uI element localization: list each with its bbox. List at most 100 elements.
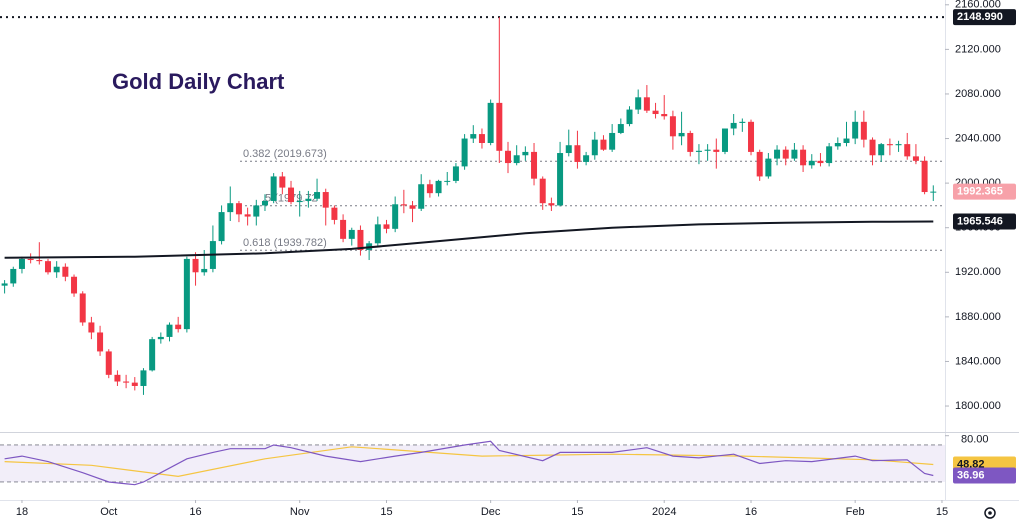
candle-body (695, 150, 702, 152)
candle-body (782, 149, 789, 159)
candle-body (53, 266, 60, 273)
candle-body (1, 283, 8, 286)
rsi-label: 36.96 (957, 469, 985, 481)
candle-body (400, 204, 407, 206)
candle-body (418, 184, 425, 209)
candle-body (157, 336, 164, 340)
candle-body (765, 158, 772, 177)
reference-price-label: 2148.990 (957, 11, 1003, 23)
candle-body (296, 200, 303, 203)
moving-average-line (4, 220, 934, 259)
candle-body (739, 121, 746, 123)
candle-body (626, 109, 633, 125)
rsi-label-box (953, 467, 1016, 484)
candle-body (808, 160, 815, 166)
candle-body (435, 180, 442, 194)
chart-title: Gold Daily Chart (112, 69, 285, 94)
x-tick-label: 16 (745, 506, 757, 518)
candle-body (288, 187, 295, 203)
candle-body (305, 198, 312, 201)
candle-body (930, 191, 937, 193)
candle-body (617, 124, 624, 133)
rsi-line (4, 440, 934, 486)
reference-price-label-box (953, 9, 1016, 26)
candle-body (869, 139, 876, 156)
y-tick-label: 1880.000 (955, 311, 1001, 323)
y-tick-label: 2160.000 (955, 0, 1001, 11)
x-tick-label: 16 (189, 506, 201, 518)
candle-body (44, 261, 51, 273)
y-tick-label: 1920.000 (955, 266, 1001, 278)
y-tick-label: 2120.000 (955, 43, 1001, 55)
candle-body (279, 176, 286, 188)
candle-body (114, 374, 121, 382)
last-price-label: 1992.365 (957, 186, 1003, 198)
rsi-band (0, 444, 945, 482)
candle-body (826, 146, 833, 164)
candle-body (123, 381, 130, 383)
candle-body (886, 144, 893, 146)
candle-body (331, 207, 338, 220)
candle-body (774, 149, 781, 159)
candle-body (531, 151, 538, 179)
rsi-signal-line (4, 446, 934, 478)
candle-body (88, 322, 95, 333)
fib-label: 0.382 (2019.673) (243, 148, 327, 160)
candle-body (140, 370, 147, 386)
candle-body (452, 166, 459, 181)
candle-body (79, 293, 86, 323)
candle-body (322, 192, 329, 208)
x-tick-label: 15 (936, 506, 948, 518)
candle-body (314, 192, 321, 199)
candle-body (504, 150, 511, 164)
x-tick-label: Dec (481, 506, 501, 518)
candle-body (574, 145, 581, 162)
candle-body (791, 149, 798, 159)
candle-body (71, 276, 78, 294)
candle-body (895, 144, 902, 146)
candle-body (652, 110, 659, 115)
candle-body (678, 132, 685, 137)
y-tick-label: 2040.000 (955, 132, 1001, 144)
candle-body (244, 214, 251, 217)
candle-body (878, 144, 885, 156)
fib-label: 0.618 (1939.782) (243, 237, 327, 249)
candle-body (687, 132, 694, 152)
candle-body (522, 151, 529, 156)
candle-body (669, 116, 676, 137)
candle-body (860, 121, 867, 140)
candle-body (756, 151, 763, 177)
candle-body (218, 212, 225, 242)
y-tick-label: 2080.000 (955, 88, 1001, 100)
candle-body (904, 144, 911, 157)
candle-body (183, 258, 190, 330)
x-tick-label: 18 (16, 506, 28, 518)
candle-body (201, 268, 208, 273)
candle-body (548, 203, 555, 206)
candle-body (565, 145, 572, 154)
candle-body (470, 134, 477, 139)
rsi-y-tick-label: 80.00 (961, 434, 989, 446)
settings-icon[interactable] (984, 507, 996, 519)
candle-body (131, 382, 138, 386)
candle-body (591, 139, 598, 156)
candle-body (583, 155, 590, 162)
candle-body (557, 153, 564, 206)
candle-body (392, 204, 399, 229)
candle-body (227, 203, 234, 213)
candle-body (713, 149, 720, 152)
y-tick-label: 1840.000 (955, 355, 1001, 367)
candle-body (635, 97, 642, 110)
candle-body (721, 128, 728, 152)
candle-body (409, 205, 416, 209)
candle-body (235, 203, 242, 215)
candle-body (192, 258, 199, 273)
candle-body (426, 184, 433, 194)
candle-body (18, 258, 25, 269)
candle-body (817, 160, 824, 164)
x-tick-label: 2024 (652, 506, 676, 518)
candle-body (261, 200, 268, 206)
candle-body (97, 332, 104, 352)
candle-body (36, 260, 43, 262)
